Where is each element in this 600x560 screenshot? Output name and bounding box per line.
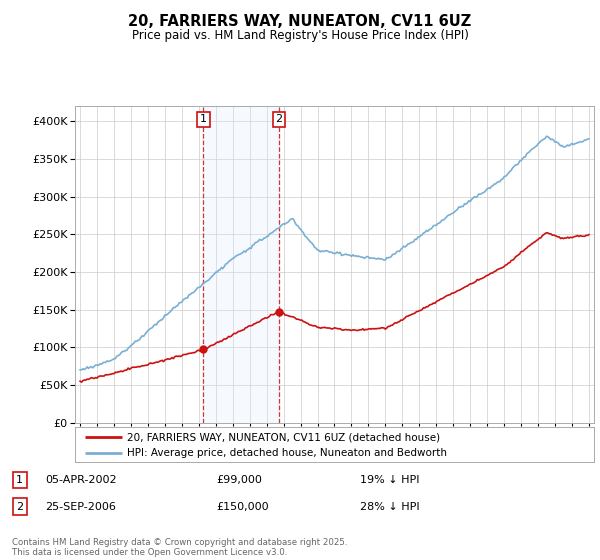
Text: 2: 2 <box>275 114 283 124</box>
Text: Contains HM Land Registry data © Crown copyright and database right 2025.
This d: Contains HM Land Registry data © Crown c… <box>12 538 347 557</box>
Text: Price paid vs. HM Land Registry's House Price Index (HPI): Price paid vs. HM Land Registry's House … <box>131 29 469 42</box>
Text: 25-SEP-2006: 25-SEP-2006 <box>45 502 116 512</box>
Text: 1: 1 <box>200 114 207 124</box>
Text: £99,000: £99,000 <box>216 475 262 485</box>
Text: 2: 2 <box>16 502 23 512</box>
Text: £150,000: £150,000 <box>216 502 269 512</box>
Text: 19% ↓ HPI: 19% ↓ HPI <box>360 475 419 485</box>
Text: 20, FARRIERS WAY, NUNEATON, CV11 6UZ (detached house): 20, FARRIERS WAY, NUNEATON, CV11 6UZ (de… <box>127 432 440 442</box>
Text: 1: 1 <box>16 475 23 485</box>
Text: 28% ↓ HPI: 28% ↓ HPI <box>360 502 419 512</box>
Text: 20, FARRIERS WAY, NUNEATON, CV11 6UZ: 20, FARRIERS WAY, NUNEATON, CV11 6UZ <box>128 14 472 29</box>
Bar <box>203 106 279 423</box>
Text: 05-APR-2002: 05-APR-2002 <box>45 475 116 485</box>
Text: HPI: Average price, detached house, Nuneaton and Bedworth: HPI: Average price, detached house, Nune… <box>127 449 447 458</box>
